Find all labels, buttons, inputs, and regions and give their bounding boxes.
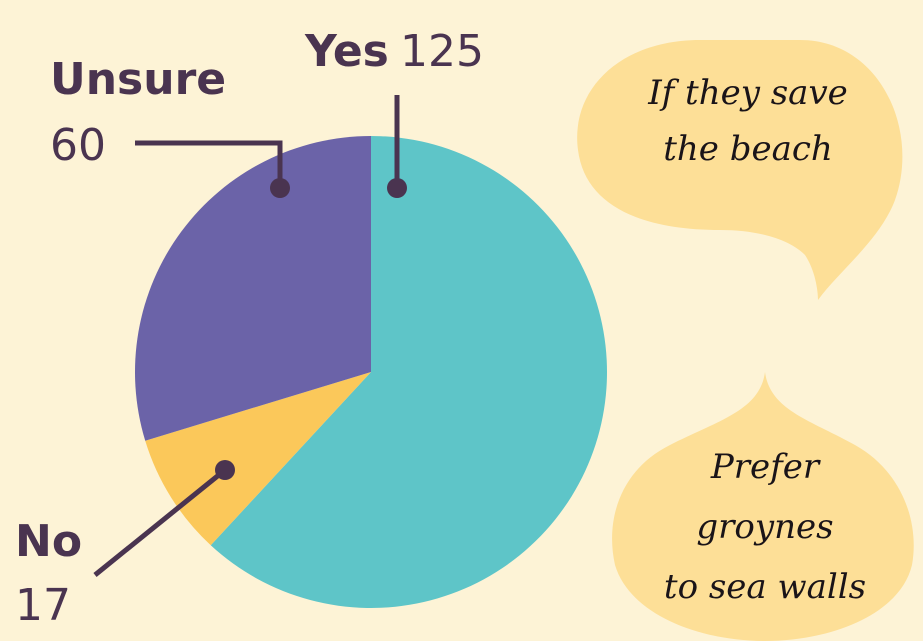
pie (134, 136, 607, 608)
pie-slice (210, 136, 607, 608)
leader-dot (270, 178, 290, 198)
slice-label: Unsure (50, 54, 226, 105)
leader-line (93, 468, 227, 577)
pie-slice (145, 372, 371, 546)
slice-value: 60 (50, 120, 106, 171)
annotation: to sea walls (664, 567, 866, 607)
leaders (93, 95, 400, 577)
leader-dot (215, 460, 235, 480)
annotation: If they save (647, 73, 848, 113)
speech-bubble (612, 372, 914, 641)
annotation: groynes (696, 507, 833, 547)
annotation: the beach (663, 129, 833, 169)
slice-value: 125 (400, 26, 484, 77)
slice-label: No (15, 516, 82, 567)
pie-slice (134, 136, 371, 441)
annotation: Prefer (710, 447, 821, 487)
slice-value: 17 (15, 580, 71, 631)
leader-dot (387, 178, 407, 198)
speech-bubble (577, 40, 903, 300)
slice-label: Yes (304, 26, 389, 77)
leader-line (135, 140, 283, 188)
leader-dots (215, 178, 407, 480)
